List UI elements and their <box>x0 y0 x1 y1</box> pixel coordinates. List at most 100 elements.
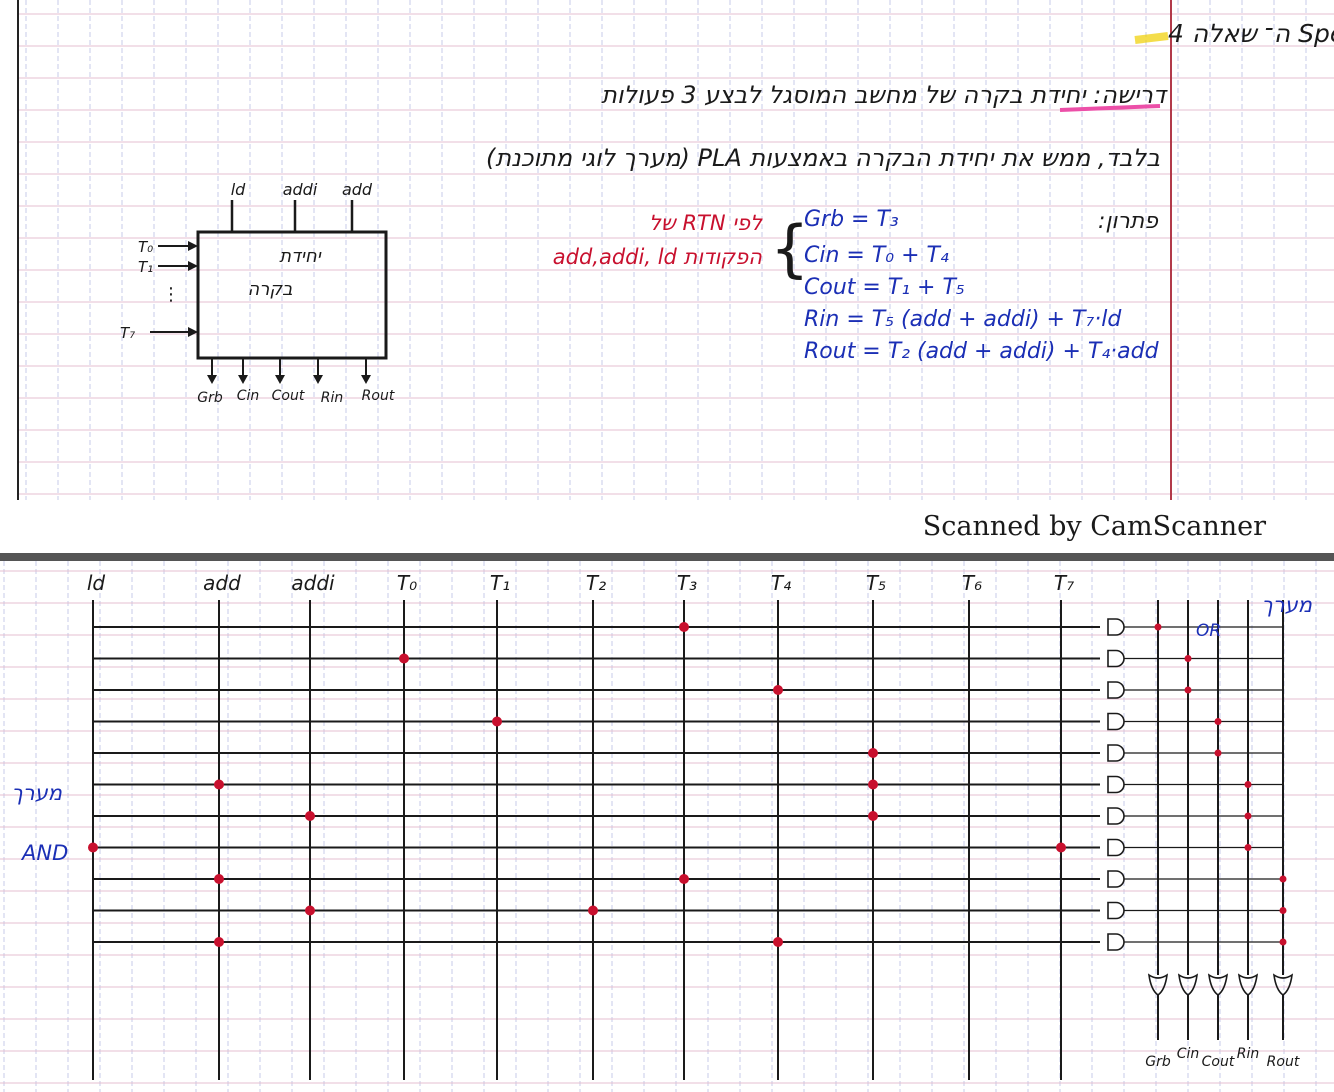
pla-diagram-panel: ld add addi T₀ T₁ T₂ T₃ T₄ T₅ T₆ T₇ Grb Cin Cout Rin Ro… <box>0 561 1334 1092</box>
and-gate-symbol <box>1107 618 1125 636</box>
curly-brace: { <box>770 212 809 285</box>
question-number-highlight <box>1134 32 1169 44</box>
input-label-t1: T₁ <box>138 258 153 276</box>
or-connection-dot <box>1184 686 1192 694</box>
pla-input-label: T₆ <box>962 571 982 595</box>
output-arrow-cout <box>275 375 285 384</box>
camscanner-watermark: Scanned by CamScanner <box>923 511 1266 542</box>
or-array-label-2: OR <box>1196 621 1221 641</box>
and-connection-dot <box>214 779 224 790</box>
and-gate-symbol <box>1107 901 1125 920</box>
task-highlight <box>1059 104 1161 112</box>
question-title: :Speed-up ה־ שאלה 4 <box>1168 19 1334 48</box>
input-label-dots: ⋮ <box>162 284 180 305</box>
graph-paper-grid-bottom <box>0 561 1334 1092</box>
and-connection-dot <box>773 937 783 947</box>
pla-input-label: add <box>203 571 241 595</box>
output-label-cout: Cout <box>272 388 305 404</box>
top-notes-panel: :Speed-up ה־ שאלה 4 דרישה: יחידת בקרה של… <box>0 0 1334 500</box>
and-array-label-2: AND <box>20 841 68 865</box>
output-arrow-rout <box>361 375 371 384</box>
and-connection-dot <box>305 811 315 821</box>
graph-paper-grid-top <box>18 0 1334 500</box>
output-label-cin: Cin <box>237 388 260 404</box>
output-arrow-rin <box>313 375 323 384</box>
control-unit-label-1: יחידת <box>279 246 321 267</box>
pla-output-label: Cout <box>1202 1054 1235 1070</box>
or-connection-dot <box>1214 749 1222 757</box>
input-label-add: add <box>342 180 373 199</box>
equation-rout: Rout = T₂ (add + addi) + T₄·add <box>804 339 1160 364</box>
pla-input-label: T₃ <box>677 571 697 595</box>
pla-input-label: T₀ <box>397 571 417 595</box>
arrow-t7 <box>188 327 198 337</box>
arrow-t1 <box>188 261 198 271</box>
or-connection-dot <box>1244 812 1252 820</box>
output-arrow-grb <box>207 375 217 384</box>
and-connection-dot <box>773 685 783 695</box>
and-gate-symbol <box>1107 775 1125 794</box>
or-gate-symbol <box>1177 973 1199 996</box>
or-connection-dot <box>1279 938 1287 946</box>
output-arrow-cin <box>238 375 248 384</box>
or-gate-symbol <box>1207 973 1229 996</box>
control-unit-block: יחידת בקרה ld addi add T₀ T₁ ⋮ T₇ <box>120 180 395 406</box>
and-gate-symbol <box>1107 807 1125 825</box>
and-connection-dot <box>679 622 689 632</box>
equation-cout: Cout = T₁ + T₅ <box>804 275 965 300</box>
and-gate-symbol <box>1107 649 1125 668</box>
and-connection-dot <box>399 653 409 664</box>
equations-block: Grb = T₃ Cin = T₀ + T₄ Cout = T₁ + T₅ Ri… <box>804 207 1160 364</box>
pla-output-label: Grb <box>1145 1054 1171 1070</box>
rtn-note-line-1: לפי RTN של <box>649 211 763 235</box>
and-gate-symbol <box>1107 744 1125 762</box>
and-array-label-1: מערך <box>11 781 62 805</box>
and-connection-dot <box>214 874 224 884</box>
page-separator <box>0 553 1334 561</box>
input-label-ld: ld <box>231 180 246 199</box>
or-connection-dot <box>1184 655 1192 662</box>
pla-input-label: addi <box>291 571 335 595</box>
and-connection-dot <box>588 905 598 916</box>
or-connection-dot <box>1154 623 1162 631</box>
pla-output-label: Cin <box>1177 1046 1200 1062</box>
output-label-grb: Grb <box>197 390 223 406</box>
input-label-t7: T₇ <box>120 324 135 342</box>
rtn-note-line-2: הפקודות add,addi, ld <box>553 245 762 269</box>
equation-rin: Rin = T₅ (add + addi) + T₇·ld <box>804 307 1122 332</box>
pla-output-label: Rout <box>1267 1054 1300 1070</box>
and-connection-dot <box>492 716 502 727</box>
or-gate-symbol <box>1237 973 1259 996</box>
or-gate-symbol <box>1272 973 1294 996</box>
pla-output-label: Rin <box>1237 1046 1260 1062</box>
and-connection-dot <box>88 842 98 853</box>
control-unit-box <box>196 230 388 360</box>
output-label-rout: Rout <box>362 388 395 404</box>
and-connection-dot <box>868 779 878 790</box>
and-connection-dot <box>868 748 878 758</box>
and-connection-dot <box>1056 842 1066 853</box>
output-label-rin: Rin <box>321 390 344 406</box>
or-connection-dot <box>1244 844 1252 851</box>
and-connection-dot <box>305 905 315 916</box>
or-connection-dot <box>1214 718 1222 725</box>
pla-input-label: T₅ <box>866 571 886 595</box>
arrow-t0 <box>188 241 198 251</box>
pla-instruction: בלבד, ממש את יחידת הבקרה באמצעות PLA (מע… <box>486 144 1160 172</box>
and-gate-symbol <box>1107 870 1125 888</box>
pla-input-label: T₁ <box>490 571 510 595</box>
or-gate-symbol <box>1147 973 1169 996</box>
and-connection-dot <box>214 937 224 947</box>
and-gate-symbol <box>1107 933 1125 951</box>
pla-input-label: T₄ <box>771 571 791 595</box>
pla-input-label: ld <box>87 571 106 595</box>
equation-cin: Cin = T₀ + T₄ <box>804 243 949 268</box>
and-connection-dot <box>868 811 878 821</box>
control-unit-label-2: בקרה <box>247 279 292 300</box>
input-label-addi: addi <box>283 180 318 199</box>
or-array-label-1: מערך <box>1261 593 1312 617</box>
equation-grb: Grb = T₃ <box>804 207 899 232</box>
pla-input-label: T₂ <box>586 571 606 595</box>
task-description: דרישה: יחידת בקרה של מחשב המוסגל לבצע 3 … <box>601 81 1168 109</box>
